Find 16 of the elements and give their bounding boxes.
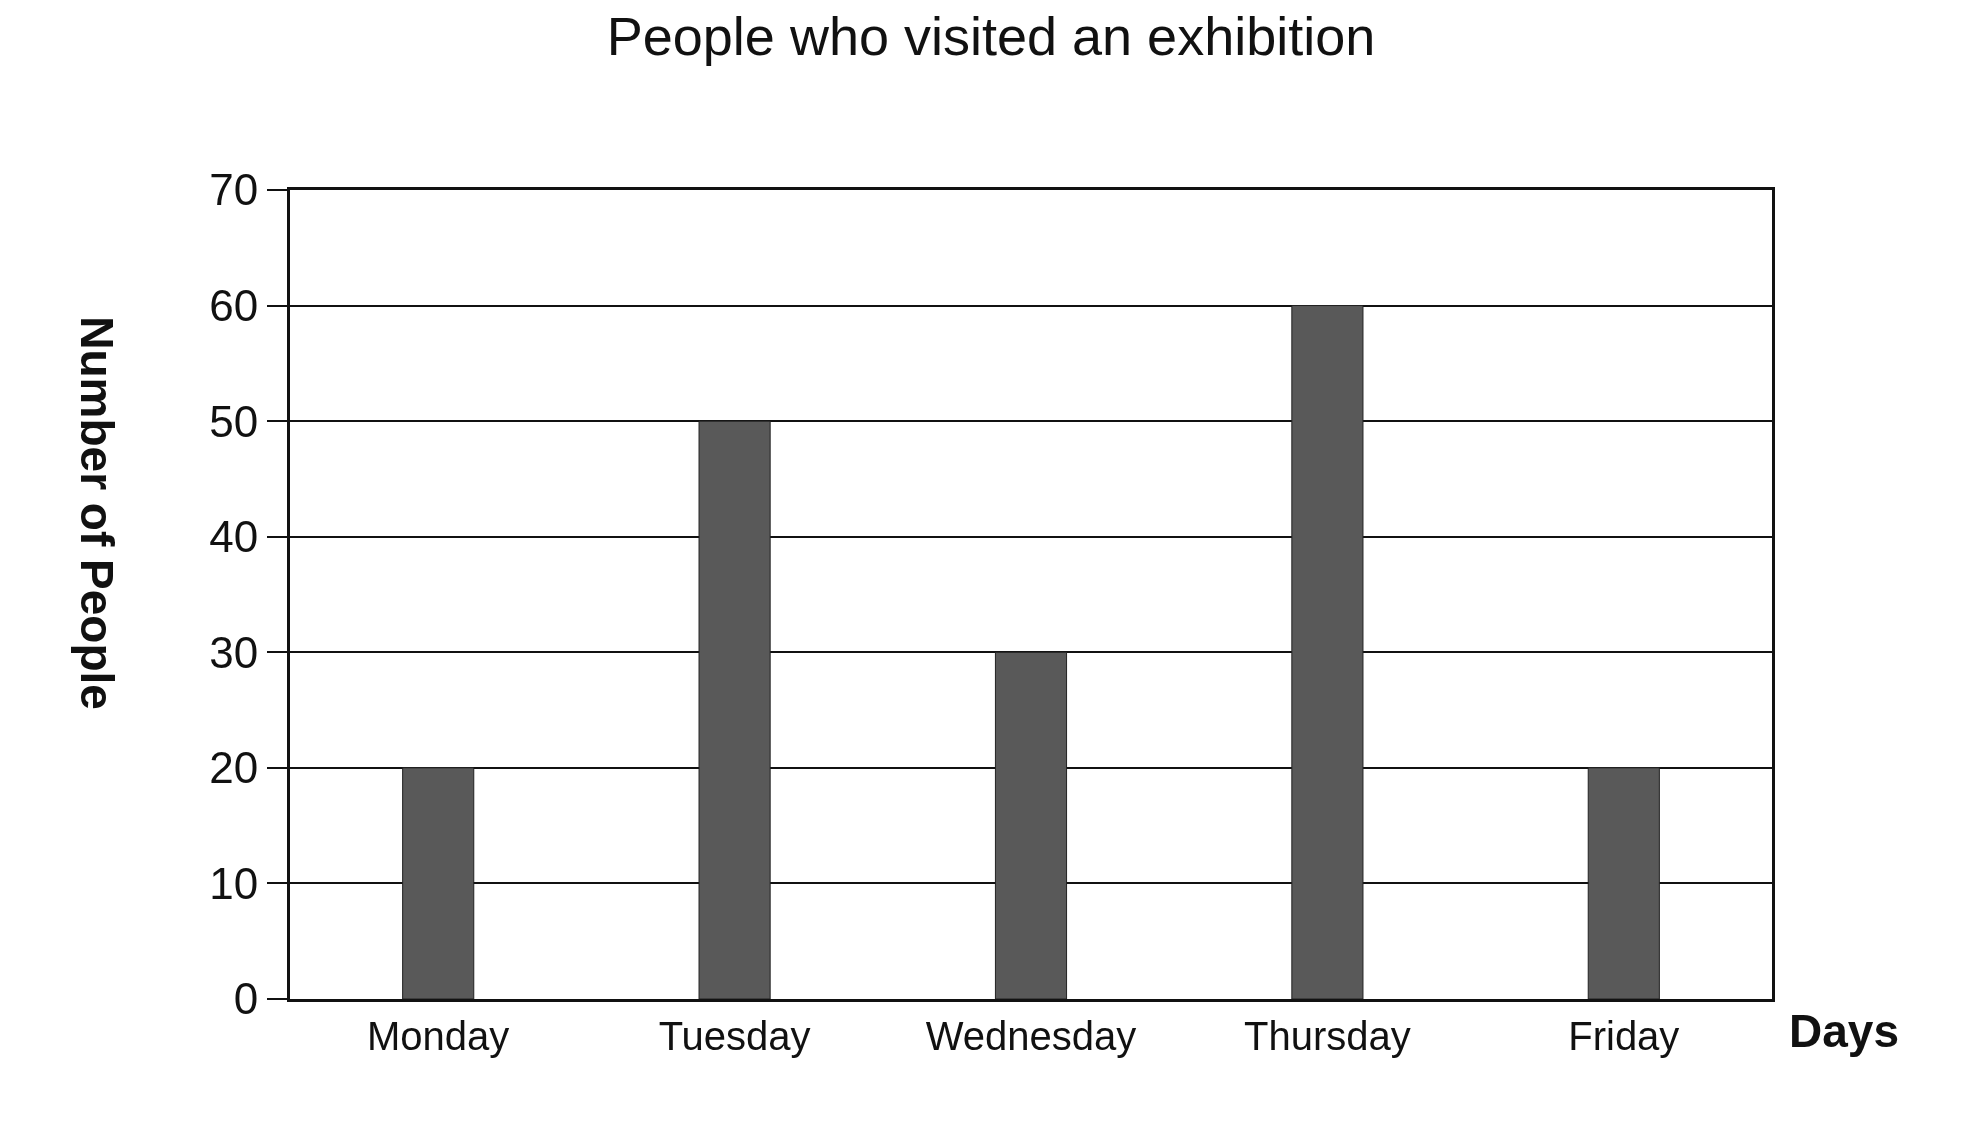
y-tick-label: 50 xyxy=(209,396,259,446)
y-tick-label: 70 xyxy=(209,165,259,215)
y-axis-title: Number of People xyxy=(70,316,123,710)
x-tick-label: Tuesday xyxy=(658,1014,811,1058)
y-tick-label: 40 xyxy=(209,512,259,562)
y-tick-label: 10 xyxy=(209,858,259,908)
chart-title: People who visited an exhibition xyxy=(606,5,1376,66)
x-tick-label: Monday xyxy=(367,1014,510,1058)
x-tick-label: Wednesday xyxy=(925,1014,1137,1058)
y-tick-label: 30 xyxy=(209,627,259,677)
y-tick-label: 0 xyxy=(233,974,259,1024)
x-tick-label: Friday xyxy=(1568,1014,1680,1058)
x-axis-title: Days xyxy=(1789,1005,1899,1057)
x-tick-label: Thursday xyxy=(1244,1014,1411,1058)
y-tick-label: 20 xyxy=(209,743,259,793)
y-tick-label: 60 xyxy=(209,280,259,330)
